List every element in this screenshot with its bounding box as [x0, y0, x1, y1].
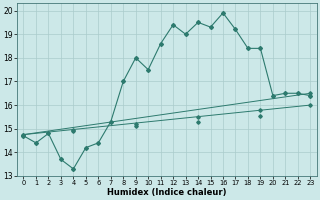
X-axis label: Humidex (Indice chaleur): Humidex (Indice chaleur)	[107, 188, 227, 197]
